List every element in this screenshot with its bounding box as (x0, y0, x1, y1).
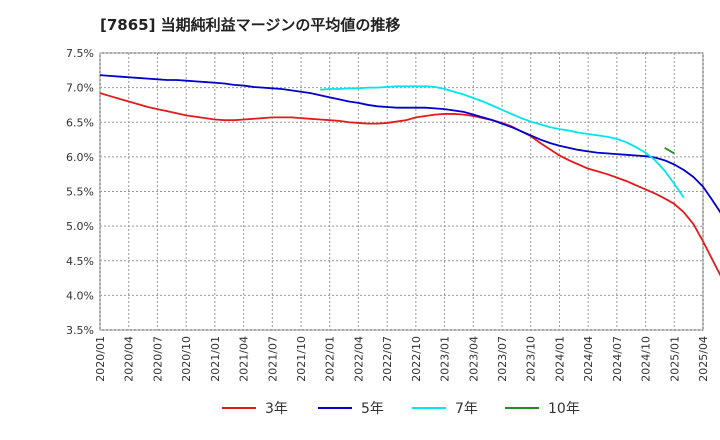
chart-title: [7865] 当期純利益マージンの平均値の推移 (100, 16, 401, 34)
series-layer (99, 74, 720, 277)
x-tick-label: 2023/07 (496, 336, 509, 382)
axes: 7.5%7.0%6.5%6.0%5.5%5.0%4.5%4.0%3.5%2020… (66, 47, 710, 382)
x-tick-label: 2023/04 (467, 336, 480, 382)
grid (99, 52, 704, 331)
x-tick-label: 2021/10 (295, 336, 308, 382)
x-tick-label: 2020/07 (151, 336, 164, 382)
x-tick-label: 2020/04 (123, 336, 136, 382)
y-tick-label: 4.5% (66, 255, 94, 268)
series-line-3 (664, 147, 675, 155)
y-tick-label: 7.5% (66, 47, 94, 60)
x-tick-label: 2023/01 (439, 336, 452, 382)
series-line-2 (320, 85, 685, 199)
x-tick-label: 2024/01 (553, 336, 566, 382)
x-tick-label: 2025/04 (697, 336, 710, 382)
x-tick-label: 2022/01 (324, 336, 337, 382)
y-tick-label: 6.5% (66, 116, 94, 129)
x-tick-label: 2024/07 (611, 336, 624, 382)
y-tick-label: 4.0% (66, 289, 94, 302)
y-tick-label: 7.0% (66, 82, 94, 95)
legend-label-2: 7年 (455, 401, 478, 417)
legend-label-3: 10年 (548, 401, 580, 417)
x-tick-label: 2021/01 (209, 336, 222, 382)
x-tick-label: 2025/01 (668, 336, 681, 382)
y-tick-label: 6.0% (66, 151, 94, 164)
legend: 3年 5年 7年 10年 (222, 401, 580, 417)
x-tick-label: 2024/04 (582, 336, 595, 382)
legend-label-1: 5年 (361, 401, 384, 417)
x-tick-label: 2022/10 (410, 336, 423, 382)
series-line-0 (99, 92, 720, 277)
x-tick-label: 2024/10 (640, 336, 653, 382)
x-tick-label: 2020/01 (94, 336, 107, 382)
x-tick-label: 2022/04 (352, 336, 365, 382)
y-tick-label: 5.0% (66, 220, 94, 233)
x-tick-label: 2022/07 (381, 336, 394, 382)
x-tick-label: 2020/10 (180, 336, 193, 382)
x-tick-label: 2021/04 (238, 336, 251, 382)
y-tick-label: 5.5% (66, 186, 94, 199)
series-line-1 (99, 74, 720, 214)
x-tick-label: 2021/07 (266, 336, 279, 382)
y-tick-label: 3.5% (66, 324, 94, 337)
legend-label-0: 3年 (265, 401, 288, 417)
x-tick-label: 2023/10 (525, 336, 538, 382)
